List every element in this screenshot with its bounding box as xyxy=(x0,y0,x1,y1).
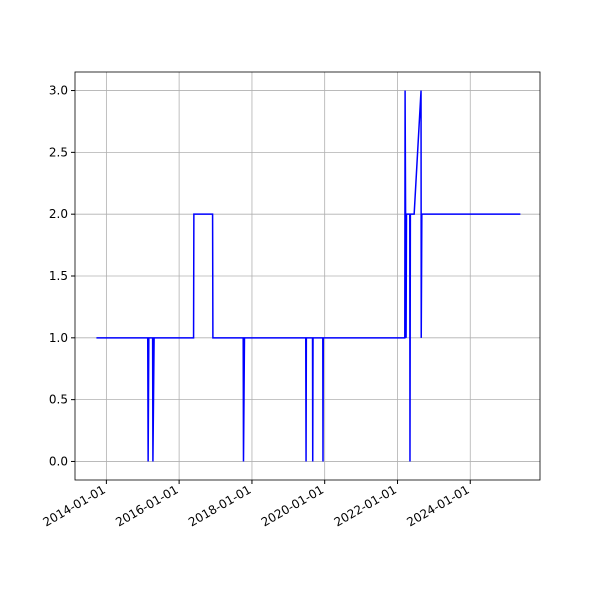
y-tick-label: 2.0 xyxy=(49,207,68,221)
x-tick-label: 2016-01-01 xyxy=(113,482,180,529)
y-tick-label: 1.0 xyxy=(49,331,68,345)
x-tick-label: 2020-01-01 xyxy=(259,482,326,529)
x-tick-label: 2018-01-01 xyxy=(186,482,253,529)
data-line xyxy=(96,90,521,462)
plot-frame xyxy=(74,71,541,481)
x-tick-label: 2014-01-01 xyxy=(40,482,107,529)
y-tick-label: 0.0 xyxy=(49,454,68,468)
y-tick-label: 0.5 xyxy=(49,393,68,407)
y-tick-label: 2.5 xyxy=(49,145,68,159)
x-tick-label: 2024-01-01 xyxy=(404,482,471,529)
y-tick-label: 3.0 xyxy=(49,84,68,98)
x-tick-label: 2022-01-01 xyxy=(332,482,399,529)
y-tick-label: 1.5 xyxy=(49,269,68,283)
